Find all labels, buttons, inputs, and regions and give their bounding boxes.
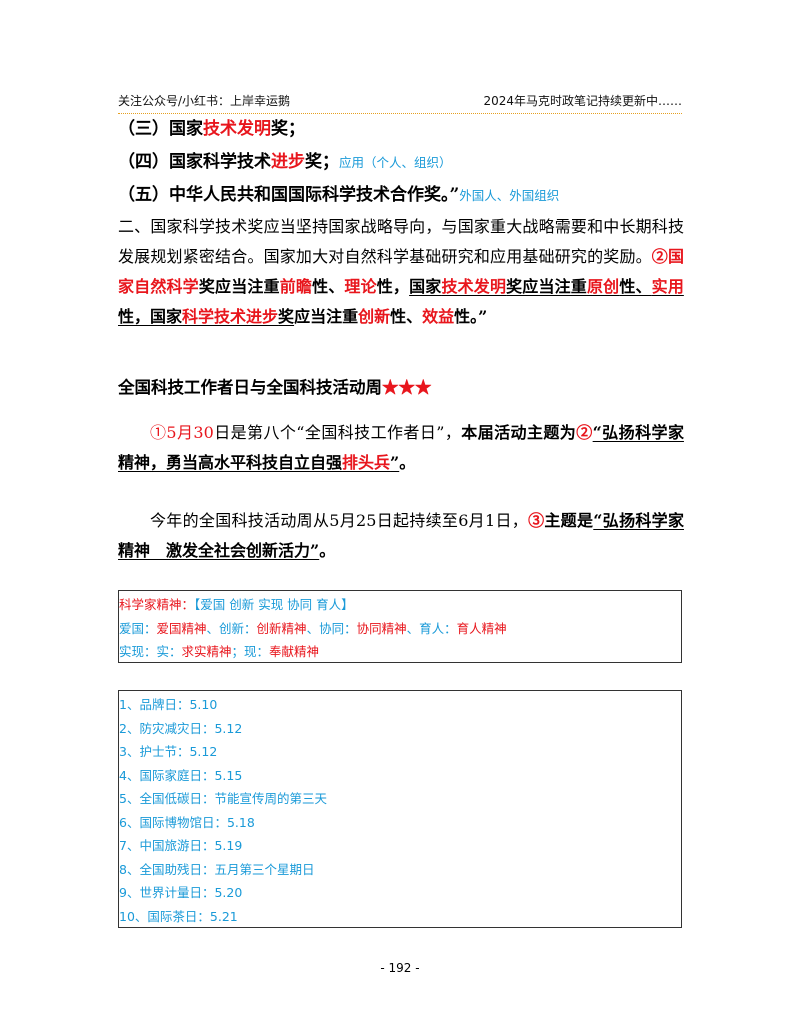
award-text: （五）中华人民共和国国际科学技术合作奖。” — [118, 185, 460, 205]
underlined-segment: “弘扬科学家精神 激发全社会创新活力” — [118, 511, 684, 560]
para-text: 。 — [399, 453, 416, 472]
box-label: 爱国： — [119, 620, 157, 636]
box-value: 爱国精神 — [156, 620, 207, 636]
para-highlight: 技术发明 — [441, 277, 507, 296]
box-value: 奉献精神 — [269, 644, 320, 659]
underlined-segment: 国家技术发明奖应当注重原创性、实用性， — [118, 277, 684, 326]
box-row: 科学家精神：【爱国 创新 实现 协同 育人】 — [119, 593, 681, 617]
awards-list: （三）国家技术发明奖； （四）国家科学技术进步奖；应用（个人、组织） （五）中华… — [118, 113, 684, 212]
award-item: （五）中华人民共和国国际科学技术合作奖。”外国人、外国组织 — [118, 179, 684, 212]
day-list-item: 4、国际家庭日：5.15 — [119, 767, 243, 783]
award-item: （三）国家技术发明奖； — [118, 113, 684, 146]
paragraph-tech-week: 今年的全国科技活动周从5月25日起持续至6月1日，③主题是“弘扬科学家精神 激发… — [118, 506, 684, 566]
para-text: 性、 — [619, 277, 652, 296]
award-text: 奖； — [305, 152, 339, 172]
para-mark: ①5月30 — [150, 423, 214, 442]
para-text: 奖应当注重 — [198, 277, 280, 296]
award-text: （四）国家科学技术 — [118, 152, 271, 172]
box-label: 、协同： — [306, 620, 357, 636]
para-text: 。 — [319, 541, 336, 560]
para-text: 奖应当注重 — [506, 277, 587, 296]
para-text: 日是第八个“全国科技工作者日”， — [213, 423, 462, 442]
day-list-item: 9、世界计量日：5.20 — [119, 885, 243, 900]
section-title: 全国科技工作者日与全国科技活动周★★★ — [118, 373, 684, 403]
para-text: 性。” — [454, 307, 488, 326]
para-highlight: 实用 — [651, 277, 684, 296]
para-text: 本届活动主题为 — [461, 423, 577, 442]
box-label: 、育人： — [406, 620, 457, 636]
award-text: （三）国家 — [118, 119, 203, 139]
box-value: 创新精神 — [256, 620, 307, 636]
box-value: 【爱国 创新 实现 协同 育人】 — [194, 597, 354, 612]
para-highlight: 自然科学 — [134, 277, 199, 296]
para-mark: ② — [576, 423, 593, 442]
para-text: 今年的全国科技活动周从5月25日起持续至6月1日， — [150, 511, 529, 530]
award-highlight: 进步 — [271, 152, 305, 172]
award-note: 应用（个人、组织） — [339, 155, 452, 170]
scientist-spirit-box: 科学家精神：【爱国 创新 实现 协同 育人】 爱国：爱国精神、创新：创新精神、协… — [118, 590, 682, 663]
award-highlight: 技术发明 — [203, 119, 271, 139]
para-text: 应当注重 — [294, 307, 359, 326]
box-label: 实现：实： — [119, 644, 182, 659]
award-note: 外国人、外国组织 — [459, 188, 560, 203]
underlined-segment: 国家科学技术进步奖 — [150, 307, 294, 326]
box-row: 爱国：爱国精神、创新：创新精神、协同：协同精神、育人：育人精神 — [119, 617, 681, 641]
para-highlight: 前瞻 — [279, 277, 313, 296]
day-list-item: 2、防灾减灾日：5.12 — [119, 720, 243, 736]
paragraph-award-principles: 二、国家科学技术奖应当坚持国家战略导向，与国家重大战略需要和中长期科技发展规划紧… — [118, 212, 684, 332]
para-text: 性、 — [390, 307, 423, 326]
day-list-item: 7、中国旅游日：5.19 — [119, 838, 243, 853]
day-list-item: 5、全国低碳日：节能宣传周的第三天 — [119, 791, 327, 806]
header-right: 2024年马克时政笔记持续更新中…… — [483, 94, 682, 108]
box-value: 协同精神 — [356, 620, 407, 636]
para-mark: ②国家 — [118, 247, 684, 296]
star-icons: ★★★ — [382, 378, 432, 397]
day-list-item: 8、全国助残日：五月第三个星期日 — [119, 861, 315, 877]
para-highlight: 排头兵 — [342, 453, 391, 472]
para-highlight: 效益 — [422, 307, 455, 326]
days-list: 1、品牌日：5.10 2、防灾减灾日：5.12 3、护士节：5.12 4、国际家庭日：… — [119, 693, 681, 928]
day-list-item: 3、护士节：5.12 — [119, 744, 218, 759]
para-text: 二、国家科学技术奖应当坚持国家战略导向，与国家重大战略需要和中长期科技发展规划紧… — [118, 217, 684, 266]
para-text: 主题是 — [544, 511, 594, 530]
day-list-item: 1、品牌日：5.10 — [119, 697, 218, 712]
para-highlight: 原创 — [586, 277, 620, 296]
para-text: 国家 — [409, 277, 442, 296]
box-label: 、创新： — [206, 620, 257, 636]
para-text: 性、 — [312, 277, 345, 296]
para-text: 性， — [118, 307, 151, 326]
header-left: 关注公众号/小红书：上岸幸运鹅 — [118, 94, 291, 108]
para-text: 国家 — [150, 307, 183, 326]
day-list-item: 10、国际茶日：5.21 — [119, 908, 238, 924]
para-text: “弘扬科学家精神，勇当高水平科技自立自强 — [118, 423, 684, 472]
box-value: 求实精神 — [181, 644, 232, 659]
box-value: 育人精神 — [456, 620, 507, 636]
para-text: 性， — [376, 277, 410, 296]
box-label: ；现： — [231, 644, 270, 659]
para-text: 奖 — [278, 307, 295, 326]
box-row: 实现：实：求实精神；现：奉献精神 — [119, 640, 681, 664]
award-item: （四）国家科学技术进步奖；应用（个人、组织） — [118, 146, 684, 179]
box-label: 科学家精神： — [119, 597, 195, 612]
underlined-segment: “弘扬科学家精神，勇当高水平科技自立自强排头兵” — [118, 423, 684, 472]
paragraph-workers-day: ①5月30日是第八个“全国科技工作者日”，本届活动主题为②“弘扬科学家精神，勇当… — [118, 418, 684, 478]
para-highlight: 创新 — [358, 307, 391, 326]
commemorative-days-box: 1、品牌日：5.10 2、防灾减灾日：5.12 3、护士节：5.12 4、国际家庭日：… — [118, 690, 682, 928]
para-text: ” — [390, 453, 400, 472]
day-list-item: 6、国际博物馆日：5.18 — [119, 814, 255, 830]
page-header: 关注公众号/小红书：上岸幸运鹅 2024年马克时政笔记持续更新中…… — [118, 93, 682, 114]
para-highlight: 科学技术进步 — [182, 307, 279, 326]
para-mark: ③ — [528, 511, 545, 530]
para-highlight: 理论 — [344, 277, 377, 296]
award-text: 奖； — [271, 119, 305, 139]
section-title-text: 全国科技工作者日与全国科技活动周 — [118, 378, 382, 397]
page-number: - 192 - — [380, 961, 420, 975]
